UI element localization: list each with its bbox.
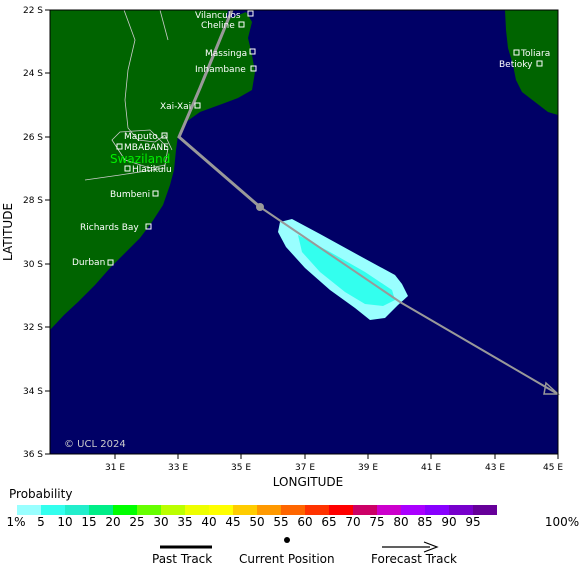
- lon-tick-label: 35 E: [231, 463, 251, 473]
- legend-label: 70: [345, 515, 361, 529]
- lat-tick-label: 22 S: [23, 6, 43, 16]
- forecast-track-label: Forecast Track: [371, 552, 457, 566]
- lon-tick-label: 43 E: [485, 463, 505, 473]
- place-label: Bumbeni: [110, 190, 150, 200]
- legend-label: 65: [321, 515, 337, 529]
- legend-label: 85: [417, 515, 433, 529]
- latitude-axis-label: LATITUDE: [1, 203, 15, 261]
- legend-swatch: [473, 505, 497, 515]
- lon-tick-label: 31 E: [105, 463, 125, 473]
- legend-label: 90: [441, 515, 457, 529]
- place-label: Vilanculos: [195, 11, 241, 21]
- legend-swatch: [41, 505, 65, 515]
- legend-swatch: [65, 505, 89, 515]
- legend-label: 50: [249, 515, 265, 529]
- legend-swatch: [161, 505, 185, 515]
- legend-label: 95: [465, 515, 481, 529]
- legend-swatch: [257, 505, 281, 515]
- current-position-key-symbol: [284, 537, 290, 543]
- lat-tick-label: 24 S: [23, 69, 43, 79]
- forecast-track-arrowhead: [543, 381, 560, 395]
- probability-legend-bar: [17, 505, 497, 515]
- lon-tick-label: 37 E: [295, 463, 315, 473]
- legend-swatch: [353, 505, 377, 515]
- lat-tick-label: 26 S: [23, 133, 43, 143]
- land-madagascar: [505, 10, 558, 115]
- legend-label: 60: [297, 515, 313, 529]
- legend-title: Probability: [9, 487, 73, 501]
- lat-tick-label: 32 S: [23, 323, 43, 333]
- place-label: Xai-Xai: [160, 102, 191, 112]
- legend-label: 55: [273, 515, 289, 529]
- legend-label: 20: [105, 515, 121, 529]
- lat-tick-label: 30 S: [23, 260, 43, 270]
- lon-tick-label: 39 E: [358, 463, 378, 473]
- legend-label: 45: [225, 515, 241, 529]
- current-position-label: Current Position: [239, 552, 335, 566]
- legend-label: 10: [57, 515, 73, 529]
- legend-swatch: [449, 505, 473, 515]
- copyright-label: © UCL 2024: [64, 439, 126, 450]
- place-label: Hlatikulu: [132, 165, 172, 175]
- lat-tick-label: 36 S: [23, 450, 43, 460]
- probability-swath: [278, 219, 408, 320]
- legend-swatch: [425, 505, 449, 515]
- legend-label: 15: [81, 515, 97, 529]
- legend-swatch: [185, 505, 209, 515]
- legend-swatch: [281, 505, 305, 515]
- legend-swatch: [113, 505, 137, 515]
- past-track-label: Past Track: [152, 552, 213, 566]
- forecast-track-key-arrow: [423, 541, 439, 553]
- forecast-track-line: [259, 206, 557, 394]
- longitude-axis-label: LONGITUDE: [273, 475, 343, 489]
- legend-label: 75: [369, 515, 385, 529]
- legend-label: 35: [177, 515, 193, 529]
- place-label: Betioky: [499, 60, 533, 70]
- current-position-marker: [256, 203, 264, 211]
- lon-tick-label: 45 E: [543, 463, 563, 473]
- past-track-line: [177, 9, 261, 209]
- legend-label: 30: [153, 515, 169, 529]
- legend-label: 1%: [6, 515, 26, 529]
- legend-swatch: [401, 505, 425, 515]
- legend-label: 25: [129, 515, 145, 529]
- place-label: Durban: [72, 258, 105, 268]
- legend-swatch: [305, 505, 329, 515]
- legend-label: 100%: [544, 515, 580, 529]
- legend-swatch: [329, 505, 353, 515]
- lat-tick-label: 34 S: [23, 387, 43, 397]
- legend-swatch: [137, 505, 161, 515]
- place-label: Massinga: [205, 49, 247, 59]
- legend-label: 80: [393, 515, 409, 529]
- swath-5pct: [298, 235, 395, 306]
- legend-swatch: [377, 505, 401, 515]
- place-label: Cheline: [201, 21, 235, 31]
- lon-tick-label: 41 E: [421, 463, 441, 473]
- legend-label: 40: [201, 515, 217, 529]
- legend-swatch: [233, 505, 257, 515]
- legend-swatch: [209, 505, 233, 515]
- place-label: Richards Bay: [80, 223, 139, 233]
- region-label: Swaziland: [110, 152, 170, 166]
- town-markers: [107, 10, 543, 266]
- place-label: Toliara: [520, 49, 550, 59]
- map-frame: [49, 9, 559, 455]
- probability-legend-labels: 1% 5 10 15 20 25 30 35 40 45 50 55 60 65 70 75 80 85 90 95 1…: [0, 515, 580, 531]
- place-label: MBABANE: [124, 143, 169, 153]
- legend-swatch: [17, 505, 41, 515]
- place-label: Inhambane: [195, 65, 246, 75]
- legend-swatch: [89, 505, 113, 515]
- lat-tick-label: 28 S: [23, 196, 43, 206]
- place-label: Maputo: [124, 132, 158, 142]
- legend-label: 5: [37, 515, 45, 529]
- lon-tick-label: 33 E: [168, 463, 188, 473]
